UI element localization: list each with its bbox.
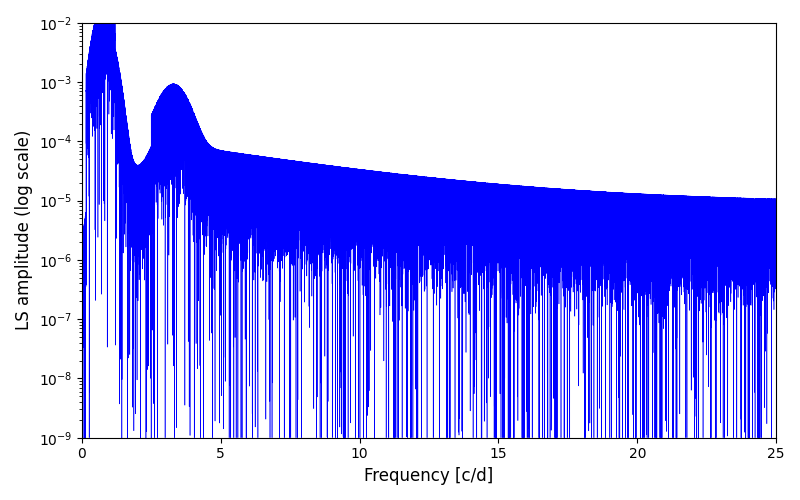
Y-axis label: LS amplitude (log scale): LS amplitude (log scale) <box>15 130 33 330</box>
X-axis label: Frequency [c/d]: Frequency [c/d] <box>364 467 494 485</box>
